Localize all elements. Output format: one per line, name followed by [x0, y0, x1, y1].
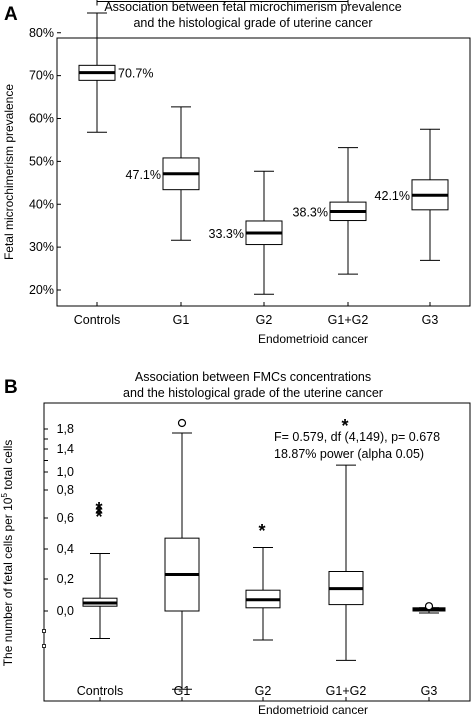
panel-b-title-line-1: Association between FMCs concentrations [135, 370, 371, 384]
panel-b-outlier-star: * [95, 507, 102, 527]
panel-b-x-tick-label: G2 [255, 684, 272, 698]
panel-a-box-3: 33.3% [209, 170, 283, 295]
panel-b-stat-line-2: 18.87% power (alpha 0.05) [274, 447, 424, 461]
panel-a-box-1: 70.7% [78, 12, 153, 133]
panel-b: B Association between FMCs concentration… [0, 370, 471, 717]
panel-a-x-axis-label: Endometrioid cancer [258, 332, 368, 346]
panel-b-y-tick-label: 1,4 [57, 442, 74, 456]
panel-b-box-5 [412, 602, 446, 614]
panel-b-outlier-star: * [95, 503, 102, 523]
panel-b-outlier-circle [177, 418, 187, 428]
panel-a-x-tick-label: G1+G2 [328, 313, 369, 327]
panel-a-box-2: 47.1% [126, 106, 200, 241]
panel-a-x-tick-label: G2 [256, 313, 273, 327]
panel-b-outlier-star: * [95, 499, 102, 519]
panel-a-median-label: 33.3% [209, 227, 244, 241]
panel-b-outlier-star: * [258, 521, 265, 541]
panel-a-x-tick-label: G1 [173, 313, 190, 327]
panel-b-y-tick-label: 0,4 [57, 542, 74, 556]
panel-b-box-3: * [245, 521, 281, 641]
panel-a-x-tick-label: Controls [74, 313, 121, 327]
panel-b-y-tick-label: 0,8 [57, 483, 74, 497]
panel-b-y-tick-label: 1,8 [57, 422, 74, 436]
panel-a-letter: A [4, 4, 18, 25]
panel-b-box-4: * [328, 416, 364, 661]
panel-a-median-label: 38.3% [293, 206, 328, 220]
panel-a-title-line-2: and the histological grade of uterine ca… [133, 16, 372, 30]
panel-a-title-line-1: Association between fetal microchimerism… [104, 0, 401, 14]
panel-b-x-axis-label: Endometrioid cancer [258, 703, 368, 717]
panel-b-axis-break-marker [42, 629, 46, 633]
panel-a: A Association between fetal microchimeri… [2, 0, 471, 346]
panel-b-letter: B [4, 377, 18, 398]
panel-b-stat-line-1: F= 0.579, df (4,149), p= 0.678 [274, 430, 440, 444]
panel-b-x-tick-label: G3 [421, 684, 438, 698]
panel-b-x-tick-label: Controls [77, 684, 124, 698]
panel-a-y-tick-label: 70% [29, 69, 54, 83]
panel-a-y-tick-label: 20% [29, 283, 54, 297]
panel-a-median-label: 70.7% [118, 67, 153, 81]
panel-b-y-tick-label: 1,0 [57, 465, 74, 479]
panel-b-x-tick-label: G1 [174, 684, 191, 698]
panel-a-median-label: 47.1% [126, 168, 161, 182]
panel-b-outlier-star: * [341, 416, 348, 436]
panel-a-y-tick-label: 50% [29, 154, 54, 168]
panel-b-y-tick-label: 0,2 [57, 572, 74, 586]
panel-a-y-tick-label: 30% [29, 240, 54, 254]
panel-a-y-tick-label: 80% [29, 26, 54, 40]
panel-b-y-tick-label: 0,0 [57, 604, 74, 618]
panel-b-axis-break-marker [42, 644, 46, 648]
panel-b-y-axis-label: The number of fetal cells per 105 total … [0, 440, 15, 667]
panel-a-box-5: 42.1% [375, 128, 449, 261]
panel-a-y-tick-label: 60% [29, 112, 54, 126]
panel-a-x-tick-label: G3 [422, 313, 439, 327]
panel-b-plot-frame [43, 402, 471, 702]
panel-a-y-tick-label: 40% [29, 197, 54, 211]
panel-a-median-label: 42.1% [375, 189, 410, 203]
panel-b-box-1: *** [82, 499, 118, 639]
panel-a-box-4: 38.3% [293, 147, 367, 275]
panel-b-y-tick-label: 0,6 [57, 511, 74, 525]
panel-b-box-2 [164, 418, 200, 690]
panel-b-outlier-circle [424, 602, 434, 611]
panel-b-x-tick-label: G1+G2 [326, 684, 367, 698]
panel-b-title-line-2: and the histological grade of the uterin… [123, 386, 383, 400]
panel-a-y-axis-label: Fetal microchimerism prevalence [2, 84, 16, 260]
